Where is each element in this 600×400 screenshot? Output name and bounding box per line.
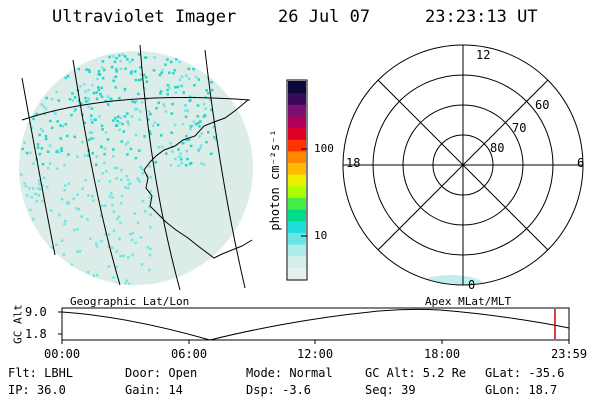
colorbar-block	[288, 220, 306, 233]
status-mode: Mode: Normal	[246, 366, 333, 380]
instrument-title: Ultraviolet Imager	[52, 7, 237, 27]
coastline	[143, 99, 253, 259]
colorbar-block	[288, 209, 306, 222]
colorbar-block	[288, 115, 306, 129]
earth-disk	[19, 51, 253, 285]
colorbar-block	[288, 244, 306, 257]
colorbar-block	[288, 92, 306, 105]
geographic-map	[19, 44, 253, 291]
altitude-plot	[58, 307, 570, 344]
x-tick-label-2359: 23:59	[551, 347, 588, 361]
time-label: 23:23:13 UT	[425, 7, 538, 27]
x-tick-label-0600: 06:00	[171, 347, 208, 361]
status-filter: Flt: LBHL	[8, 366, 74, 380]
polar-lat-label-80: 80	[490, 141, 505, 155]
polar-projection-label: Apex MLat/MLT	[425, 295, 512, 308]
colorbar-block	[288, 150, 306, 164]
x-tick-label-1800: 18:00	[424, 347, 461, 361]
polar-plot	[342, 44, 584, 286]
altitude-curve	[61, 308, 570, 341]
aurora-speckle	[20, 53, 218, 285]
status-gain: Gain: 14	[125, 383, 183, 397]
status-dsp: Dsp: -3.6	[246, 383, 312, 397]
x-tick-label-1200: 12:00	[297, 347, 334, 361]
altitude-ytick-1-8: 1.8	[25, 327, 47, 341]
colorbar-tick-label-10: 10	[314, 229, 328, 242]
status-door: Door: Open	[125, 366, 198, 380]
colorbar-block	[288, 139, 306, 152]
polar-mlt-label-18: 18	[346, 156, 361, 170]
status-glon: GLon: 18.7	[485, 383, 558, 397]
status-ip: IP: 36.0	[8, 383, 66, 397]
altitude-ylabel: GC Alt	[11, 304, 25, 344]
map-projection-label: Geographic Lat/Lon	[70, 295, 190, 308]
colorbar-block	[288, 174, 306, 187]
colorbar	[286, 79, 308, 281]
polar-mlt-label-0: 0	[468, 278, 476, 292]
status-gc-alt: GC Alt: 5.2 Re	[365, 366, 467, 380]
colorbar-block	[288, 185, 306, 198]
polar-mlt-label-6: 6	[577, 156, 585, 170]
colorbar-block	[288, 162, 306, 175]
polar-aurora-patch	[417, 275, 485, 285]
x-tick-label-0000: 00:00	[44, 347, 81, 361]
polar-mlt-label-12: 12	[476, 48, 491, 62]
polar-lat-label-60: 60	[535, 98, 550, 112]
colorbar-block	[288, 197, 306, 210]
polar-diagonal-2	[377, 79, 549, 251]
date-label: 26 Jul 07	[278, 7, 371, 27]
altitude-ytick-9: 9.0	[25, 305, 47, 319]
status-seq: Seq: 39	[365, 383, 416, 397]
colorbar-frame	[286, 79, 308, 281]
lon-lines	[21, 44, 246, 291]
colorbar-tick-label-100: 100	[314, 142, 334, 155]
colorbar-unit-label: photon cm⁻²s⁻¹	[268, 129, 282, 231]
altitude-plot-frame	[61, 307, 570, 341]
colorbar-block	[288, 255, 306, 268]
colorbar-block	[288, 104, 306, 117]
lat-line	[21, 97, 251, 121]
polar-lat-label-70: 70	[512, 121, 527, 135]
colorbar-block	[288, 267, 306, 280]
colorbar-block	[288, 81, 306, 94]
colorbar-block	[288, 127, 306, 140]
status-glat: GLat: -35.6	[485, 366, 565, 380]
colorbar-block	[288, 232, 306, 245]
